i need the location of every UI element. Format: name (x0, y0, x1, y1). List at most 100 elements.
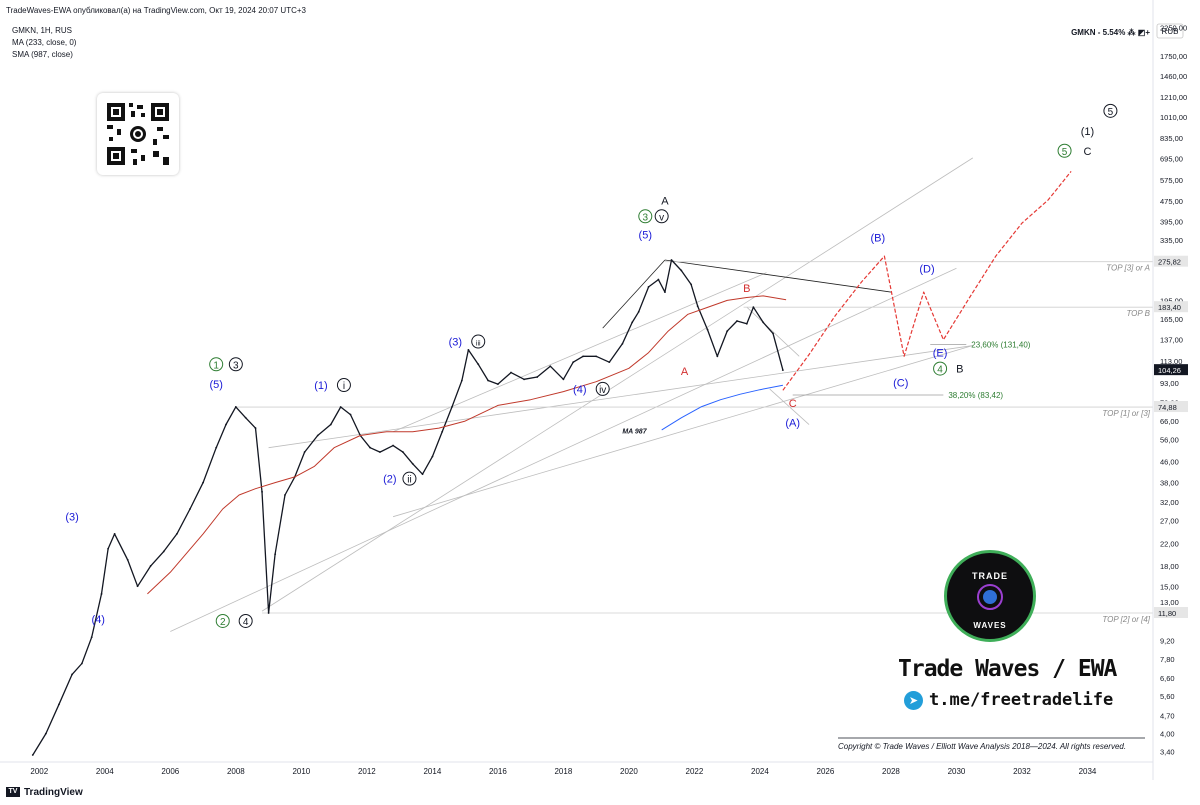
wave-label: v (659, 212, 664, 223)
price-tag-label: 104,26 (1158, 366, 1181, 375)
level-label: TOP B (1126, 309, 1150, 318)
y-tick-label: 5,60 (1160, 692, 1175, 701)
channel-line (261, 157, 974, 612)
series-line-1 (147, 295, 787, 595)
indicator-sma-label[interactable]: SMA (987, close) (12, 50, 73, 59)
copyright-text: Copyright © Trade Waves / Elliott Wave A… (838, 742, 1127, 751)
price-point (431, 455, 434, 458)
y-tick-label: 113,00 (1160, 357, 1182, 366)
tradingview-footer[interactable]: TV TradingView (6, 787, 83, 798)
y-tick-label: 6,60 (1160, 674, 1175, 683)
price-point (647, 286, 650, 288)
x-tick-label: 2004 (96, 767, 114, 776)
price-point (680, 269, 683, 272)
y-tick-label: 195,00 (1160, 296, 1183, 305)
wave-label: i (343, 381, 345, 392)
series-lines: MA 987 (31, 171, 1072, 756)
x-tick-label: 2018 (554, 767, 572, 776)
channel-line (392, 345, 973, 518)
price-point (772, 332, 774, 335)
y-tick-label: 27,00 (1160, 517, 1179, 526)
price-point (202, 481, 204, 484)
price-point (441, 430, 444, 433)
wave-circle (336, 378, 351, 393)
price-tag-label: 275,82 (1158, 258, 1181, 267)
channel-line (392, 272, 767, 433)
wave-label: 4 (243, 617, 249, 628)
x-tick-label: 2028 (882, 767, 900, 776)
price-point (477, 363, 480, 366)
level-label: TOP [1] or [3] (1102, 409, 1150, 418)
price-tag (1154, 255, 1188, 267)
wave-label: 4 (937, 365, 943, 376)
wave-label: (E) (933, 347, 948, 359)
x-tick-label: 2030 (948, 767, 966, 776)
time-axis[interactable]: 2002 2004 2006 2008 2010 2012 2014 2016 2018 2020… (0, 737, 1153, 776)
y-tick-label: 18,00 (1160, 562, 1179, 571)
price-tag (1154, 301, 1188, 313)
x-tick-label: 2032 (1013, 767, 1031, 776)
price-point (411, 462, 414, 465)
telegram-link[interactable]: ➤ t.me/freetradelife (904, 690, 1113, 710)
price-point (80, 662, 83, 665)
price-point (621, 342, 624, 345)
price-point (215, 446, 218, 449)
y-tick-label: 7,80 (1160, 655, 1175, 664)
wave-label: A (681, 366, 689, 378)
price-tag (1154, 364, 1188, 376)
wave-label: (1) (314, 380, 327, 392)
price-tag-label: 74,88 (1158, 403, 1177, 412)
symbol-label[interactable]: GMKN, 1H, RUS (12, 26, 73, 35)
logo-core (983, 590, 997, 604)
price-point (690, 283, 693, 286)
price-point (496, 383, 499, 385)
price-point (149, 565, 152, 567)
x-tick-label: 2022 (686, 767, 704, 776)
wave-circle (638, 209, 653, 224)
wave-label: A (661, 196, 669, 208)
y-tick-label: 15,00 (1160, 582, 1179, 591)
price-point (274, 553, 277, 556)
price-point (71, 673, 73, 676)
price-point (244, 416, 247, 419)
price-point (136, 585, 139, 588)
price-point (261, 490, 263, 493)
price-point (736, 320, 738, 322)
logo-bottom-text: WAVES (973, 621, 1007, 630)
wave-circle (595, 381, 610, 396)
price-point (608, 361, 611, 364)
price-point (254, 427, 257, 429)
y-tick-label: 137,00 (1160, 336, 1183, 345)
wave-label: C (789, 398, 797, 410)
price-point (316, 434, 319, 437)
wave-label: (3) (449, 337, 462, 349)
price-point (162, 550, 165, 553)
series-line-0 (32, 259, 784, 756)
y-tick-label: 4,70 (1160, 712, 1175, 721)
wave-circle (402, 471, 417, 486)
price-point (189, 508, 191, 510)
publish-header: TradeWaves-EWA опубликовал(а) на Trading… (6, 6, 306, 15)
price-point (706, 328, 709, 331)
y-tick-label: 38,00 (1160, 479, 1179, 488)
y-tick-label: 56,00 (1160, 435, 1179, 444)
ticker-badge: GMKN - 5.54% ⁂ ◩+ (1071, 28, 1150, 37)
wave-label: (5) (209, 379, 222, 391)
wave-label: (5) (639, 229, 652, 241)
x-tick-label: 2012 (358, 767, 376, 776)
price-point (664, 291, 666, 293)
price-point (670, 259, 673, 261)
wave-label: (4) (573, 384, 586, 396)
level-label: TOP [3] or A (1106, 264, 1150, 273)
wave-circle (933, 361, 948, 376)
wave-label: 5 (1062, 147, 1068, 158)
y-tick-label: 4,00 (1160, 730, 1175, 739)
wave-label: 5 (1108, 107, 1114, 118)
y-tick-label: 32,00 (1160, 498, 1179, 507)
price-point (631, 321, 634, 324)
wave-label: ii (407, 475, 411, 486)
indicator-ma-label[interactable]: MA (233, close, 0) (12, 38, 77, 47)
price-point (536, 376, 539, 378)
